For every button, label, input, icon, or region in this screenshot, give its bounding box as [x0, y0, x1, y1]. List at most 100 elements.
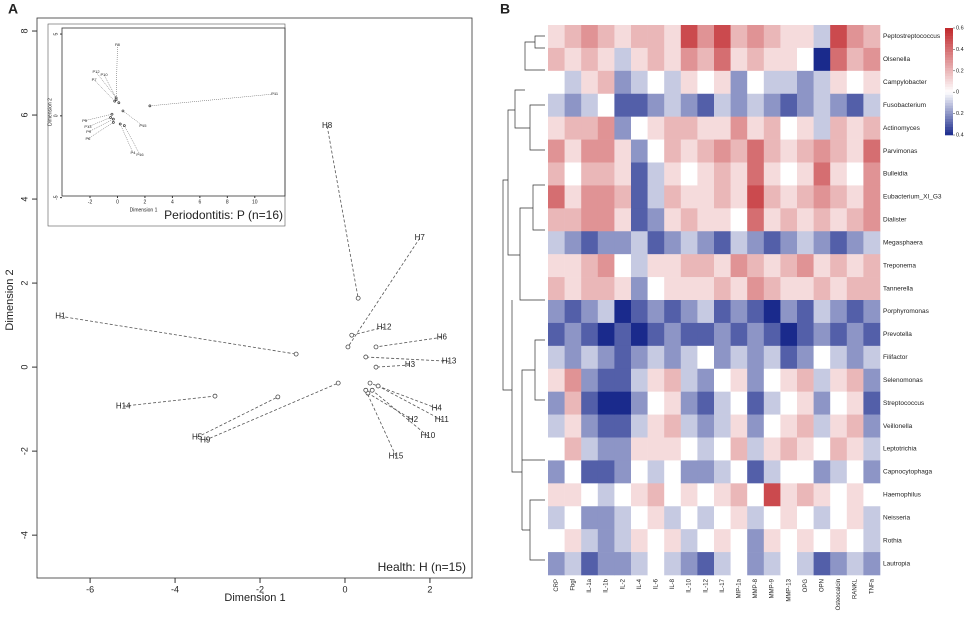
- heatmap-cell: [597, 70, 615, 95]
- row-label: Leptotrichia: [883, 446, 917, 453]
- heatmap-cell: [763, 437, 781, 461]
- heatmap-cell: [647, 368, 665, 392]
- point-label: P15: [139, 123, 147, 128]
- column-label: RANKL: [853, 578, 859, 599]
- heatmap-cell: [863, 414, 881, 438]
- heatmap-cell: [780, 139, 798, 163]
- heatmap-cell: [730, 368, 748, 392]
- link-line: [95, 71, 117, 99]
- heatmap-cell: [548, 460, 565, 484]
- heatmap-cell: [697, 25, 715, 49]
- heatmap-cell: [680, 345, 698, 370]
- heatmap-cell: [614, 322, 632, 347]
- point: [335, 380, 341, 386]
- heatmap-cell: [797, 437, 814, 461]
- heatmap-cell: [631, 460, 648, 484]
- heatmap-cell: [680, 529, 698, 553]
- heatmap-cell: [597, 185, 615, 209]
- heatmap-cell: [846, 506, 864, 530]
- heatmap-cell: [863, 529, 881, 553]
- heatmap-cell: [564, 460, 582, 484]
- heatmap-cell: [631, 70, 648, 95]
- heatmap-cell: [863, 322, 881, 347]
- heatmap-cell: [581, 368, 599, 392]
- heatmap-cell: [664, 185, 682, 209]
- heatmap-cell: [631, 277, 648, 301]
- heatmap-cell: [730, 47, 748, 72]
- link-line: [122, 110, 144, 127]
- heatmap-cell: [647, 254, 665, 278]
- heatmap-cell: [581, 391, 599, 415]
- heatmap-cell: [863, 185, 881, 209]
- heatmap-cell: [846, 414, 864, 438]
- heatmap-cell: [797, 93, 814, 117]
- heatmap-cell: [797, 162, 814, 186]
- column-label: CRP: [554, 579, 560, 592]
- heatmap-cell: [780, 116, 798, 140]
- heatmap-cell: [581, 254, 599, 278]
- heatmap-cell: [548, 208, 565, 232]
- row-label: Tannerella: [883, 285, 913, 292]
- colorbar-segment: [945, 60, 953, 64]
- point-label: H3: [405, 360, 416, 369]
- heatmap-cell: [614, 391, 632, 415]
- heatmap-cell: [747, 345, 765, 370]
- heatmap-cell: [631, 414, 648, 438]
- heatmap-cell: [664, 162, 682, 186]
- colorbar-segment: [945, 62, 953, 66]
- heatmap-cell: [664, 322, 682, 347]
- heatmap-cell: [647, 414, 665, 438]
- heatmap-cell: [581, 162, 599, 186]
- heatmap-cell: [813, 460, 831, 484]
- link-line: [84, 113, 113, 121]
- heatmap-cell: [780, 70, 798, 95]
- heatmap-cell: [763, 506, 781, 530]
- heatmap-cell: [631, 300, 648, 324]
- heatmap-cell: [664, 529, 682, 553]
- heatmap-cell: [664, 460, 682, 484]
- point-label: P5: [82, 118, 88, 123]
- point: [369, 387, 375, 393]
- colorbar-segment: [945, 89, 953, 93]
- heatmap-cell: [830, 162, 848, 186]
- heatmap-cell: [780, 25, 798, 49]
- heatmap-cell: [830, 116, 848, 140]
- heatmap-cell: [863, 300, 881, 324]
- heatmap-cell: [830, 529, 848, 553]
- heatmap-cell: [797, 506, 814, 530]
- point: [212, 393, 218, 399]
- heatmap-cell: [564, 414, 582, 438]
- heatmap-cell: [813, 368, 831, 392]
- heatmap-cell: [664, 483, 682, 507]
- heatmap-cell: [763, 300, 781, 324]
- point-label: P13: [84, 124, 92, 129]
- heatmap-cell: [548, 414, 565, 438]
- link-line: [124, 125, 141, 155]
- heatmap-cell: [714, 437, 731, 461]
- heatmap-cell: [664, 391, 682, 415]
- heatmap-cell: [564, 162, 582, 186]
- colorbar-segment: [945, 36, 953, 39]
- point: [121, 109, 125, 113]
- heatmap-cell: [631, 208, 648, 232]
- heatmap-cell: [813, 437, 831, 461]
- colorbar-segment: [945, 49, 953, 53]
- heatmap-cell: [714, 70, 731, 95]
- heatmap-cell: [614, 208, 632, 232]
- colorbar-segment: [945, 57, 953, 61]
- heatmap-cell: [830, 322, 848, 347]
- heatmap-cell: [631, 231, 648, 255]
- point-label: H7: [415, 233, 426, 242]
- heatmap-cell: [631, 368, 648, 392]
- row-label: Fusobacterium: [883, 102, 926, 109]
- heatmap-cell: [830, 414, 848, 438]
- heatmap-cell: [548, 231, 565, 255]
- heatmap-cell: [714, 231, 731, 255]
- heatmap-cell: [863, 208, 881, 232]
- heatmap-cell: [647, 70, 665, 95]
- point: [363, 387, 369, 393]
- link-line: [365, 390, 397, 457]
- heatmap-cell: [664, 25, 682, 49]
- heatmap-cell: [730, 25, 748, 49]
